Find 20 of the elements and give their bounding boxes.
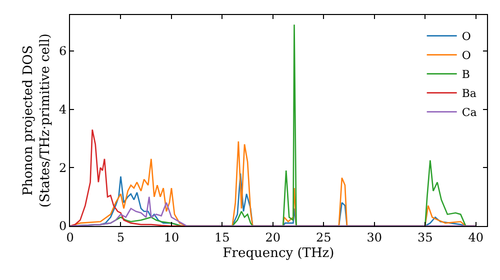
y-tick-label: 6: [58, 44, 67, 58]
legend-label: Ca: [462, 106, 478, 120]
y-axis-title: Phonon projected DOS (States/THz·primitive cell): [21, 33, 53, 208]
x-tick-label: 10: [164, 230, 180, 244]
x-tick-label: 20: [265, 230, 281, 244]
x-tick-label: 40: [468, 230, 484, 244]
legend-label: O: [462, 49, 471, 62]
x-tick-label: 35: [417, 230, 433, 244]
x-tick-label: 30: [366, 230, 382, 244]
y-tick-label: 4: [58, 102, 67, 116]
legend-label: O: [462, 30, 471, 44]
x-tick-label: 5: [116, 230, 125, 244]
x-axis-title: Frequency (THz): [222, 246, 334, 261]
x-tick-label: 15: [214, 230, 230, 244]
line-series: [70, 196, 476, 226]
legend-label: B: [462, 68, 470, 82]
legend-label: Ba: [462, 87, 477, 100]
y-tick-label: 0: [58, 219, 67, 234]
y-tick-label: 2: [58, 160, 67, 175]
x-tick-label: 25: [316, 230, 332, 244]
